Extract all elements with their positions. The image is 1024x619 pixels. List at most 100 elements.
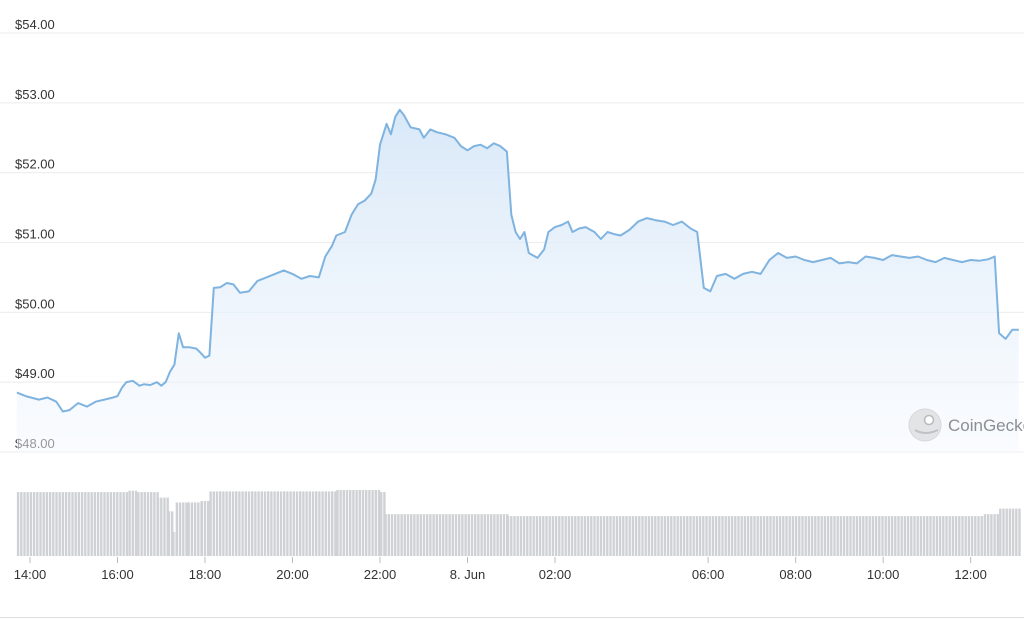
- volume-bar: [878, 516, 881, 556]
- volume-bar: [403, 514, 406, 556]
- volume-bar: [260, 491, 263, 556]
- volume-bar: [506, 516, 510, 556]
- volume-bar: [122, 492, 125, 556]
- volume-bar: [519, 516, 523, 556]
- volume-bar: [377, 490, 381, 556]
- volume-bar: [522, 516, 526, 556]
- volume-bar: [753, 516, 756, 556]
- volume-bar: [769, 516, 772, 556]
- volume-bar: [922, 516, 926, 556]
- volume-bar: [384, 514, 387, 556]
- volume-bar: [365, 490, 368, 556]
- volume-bar: [197, 502, 200, 556]
- volume-bar: [295, 491, 299, 556]
- volume-bar: [849, 516, 852, 556]
- volume-bar: [980, 516, 983, 556]
- price-line[interactable]: [16, 108, 1019, 413]
- volume-bar: [871, 516, 875, 556]
- volume-bar: [361, 490, 365, 556]
- volume-bar: [228, 491, 231, 556]
- volume-bar: [318, 491, 321, 556]
- volume-bar: [673, 516, 676, 556]
- volume-bar: [200, 501, 203, 556]
- volume-bar: [400, 514, 403, 556]
- volume-bar: [435, 514, 438, 556]
- volume-bar: [87, 492, 90, 556]
- volume-bar: [897, 516, 900, 556]
- volume-bar: [74, 492, 77, 556]
- volume-bar: [140, 492, 143, 556]
- volume-bar: [935, 516, 939, 556]
- volume-bar: [868, 516, 871, 556]
- volume-bar: [283, 491, 286, 556]
- volume-bar: [810, 516, 814, 556]
- volume-bar: [308, 491, 311, 556]
- volume-bar: [778, 516, 782, 556]
- coingecko-watermark: CoinGecko: [908, 408, 1024, 442]
- volume-bar: [558, 516, 561, 556]
- volume-bar: [166, 497, 169, 556]
- volume-bar: [951, 516, 955, 556]
- volume-bar: [574, 516, 577, 556]
- volume-bar: [1002, 508, 1005, 556]
- volume-bar: [77, 492, 81, 556]
- volume-bar: [112, 492, 116, 556]
- volume-bar: [116, 492, 119, 556]
- volume-bar: [235, 491, 238, 556]
- volume-bar: [785, 516, 788, 556]
- volume-bar: [163, 497, 166, 556]
- volume-bar: [612, 516, 615, 556]
- volume-bar: [119, 492, 122, 556]
- volume-bar: [502, 514, 506, 556]
- volume-bar: [483, 514, 486, 556]
- volume-bar: [650, 516, 654, 556]
- volume-bar: [970, 516, 974, 556]
- volume-bar: [156, 497, 160, 556]
- volume-bar: [874, 516, 878, 556]
- volume-bar: [855, 516, 859, 556]
- x-tick-label: 08:00: [779, 567, 812, 582]
- x-axis: 14:00 16:00 18:00 20:00 22:00 8. Jun 02:00 06:0…: [14, 557, 987, 582]
- volume-bar: [983, 514, 987, 556]
- volume-bar: [942, 516, 945, 556]
- y-tick-label: $49.00: [15, 366, 55, 381]
- volume-bar: [602, 516, 606, 556]
- volume-bar: [516, 516, 519, 556]
- volume-bar: [634, 516, 638, 556]
- volume-bar: [698, 516, 702, 556]
- volume-bar: [961, 516, 964, 556]
- volume-bar: [387, 514, 390, 556]
- volume-bar: [238, 491, 241, 556]
- volume-bar: [711, 516, 715, 556]
- volume-bar: [355, 490, 358, 556]
- volume-bar: [286, 491, 289, 556]
- volume-bar: [775, 516, 779, 556]
- volume-bar: [358, 490, 361, 556]
- volume-bar: [493, 514, 496, 556]
- volume-bar: [464, 514, 467, 556]
- volume-bar: [257, 491, 260, 556]
- volume-bar: [938, 516, 942, 556]
- volume-bar: [182, 502, 185, 556]
- volume-bar: [371, 490, 374, 556]
- volume-bar: [100, 492, 103, 556]
- volume-bar: [526, 516, 529, 556]
- volume-bar: [153, 492, 156, 556]
- volume-bar: [185, 502, 188, 556]
- volume-bar: [762, 516, 766, 556]
- volume-bar: [641, 516, 644, 556]
- y-tick-label: $50.00: [15, 296, 55, 311]
- volume-bar: [276, 491, 279, 556]
- volume-bar: [654, 516, 657, 556]
- y-tick-label: $51.00: [15, 227, 55, 242]
- volume-bar: [394, 514, 397, 556]
- volume-bar: [964, 516, 967, 556]
- volume-bar: [68, 492, 71, 556]
- volume-bar: [948, 516, 951, 556]
- volume-bar: [609, 516, 612, 556]
- volume-bar: [746, 516, 750, 556]
- volume-bar: [638, 516, 641, 556]
- volume-bar: [756, 516, 759, 556]
- volume-bar: [331, 491, 334, 556]
